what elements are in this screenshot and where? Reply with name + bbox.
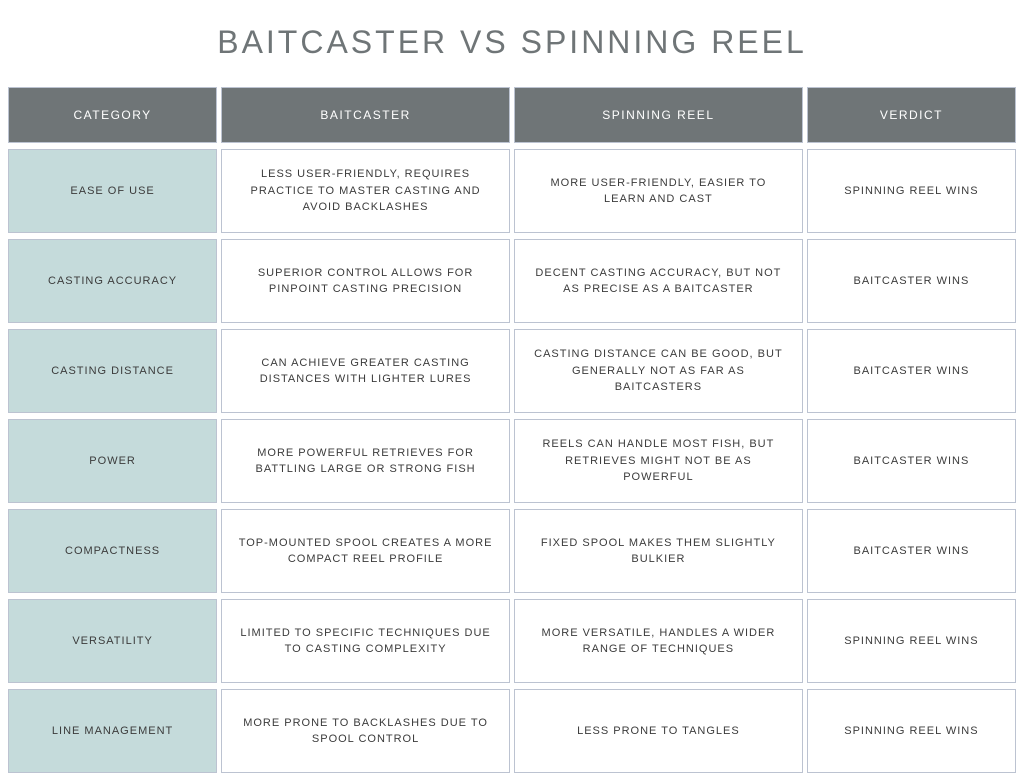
- verdict-cell: SPINNING REEL WINS: [807, 689, 1016, 773]
- col-header-spinning: SPINNING REEL: [514, 87, 803, 143]
- verdict-cell: BAITCASTER WINS: [807, 419, 1016, 503]
- category-cell: COMPACTNESS: [8, 509, 217, 593]
- table-row: CASTING DISTANCE CAN ACHIEVE GREATER CAS…: [8, 329, 1016, 413]
- col-header-baitcaster: BAITCASTER: [221, 87, 510, 143]
- spinning-cell: DECENT CASTING ACCURACY, BUT NOT AS PREC…: [514, 239, 803, 323]
- verdict-cell: SPINNING REEL WINS: [807, 149, 1016, 233]
- category-cell: EASE OF USE: [8, 149, 217, 233]
- table-row: LINE MANAGEMENT MORE PRONE TO BACKLASHES…: [8, 689, 1016, 773]
- table-row: VERSATILITY LIMITED TO SPECIFIC TECHNIQU…: [8, 599, 1016, 683]
- spinning-cell: LESS PRONE TO TANGLES: [514, 689, 803, 773]
- page-title: BAITCASTER VS SPINNING REEL: [0, 0, 1024, 81]
- table-row: COMPACTNESS TOP-MOUNTED SPOOL CREATES A …: [8, 509, 1016, 593]
- spinning-cell: FIXED SPOOL MAKES THEM SLIGHTLY BULKIER: [514, 509, 803, 593]
- table-row: EASE OF USE LESS USER-FRIENDLY, REQUIRES…: [8, 149, 1016, 233]
- category-cell: VERSATILITY: [8, 599, 217, 683]
- category-cell: LINE MANAGEMENT: [8, 689, 217, 773]
- table-header-row: CATEGORY BAITCASTER SPINNING REEL VERDIC…: [8, 87, 1016, 143]
- baitcaster-cell: LIMITED TO SPECIFIC TECHNIQUES DUE TO CA…: [221, 599, 510, 683]
- table-row: CASTING ACCURACY SUPERIOR CONTROL ALLOWS…: [8, 239, 1016, 323]
- verdict-cell: BAITCASTER WINS: [807, 329, 1016, 413]
- baitcaster-cell: MORE POWERFUL RETRIEVES FOR BATTLING LAR…: [221, 419, 510, 503]
- category-cell: POWER: [8, 419, 217, 503]
- spinning-cell: REELS CAN HANDLE MOST FISH, BUT RETRIEVE…: [514, 419, 803, 503]
- comparison-table: CATEGORY BAITCASTER SPINNING REEL VERDIC…: [0, 81, 1024, 779]
- col-header-verdict: VERDICT: [807, 87, 1016, 143]
- table-row: POWER MORE POWERFUL RETRIEVES FOR BATTLI…: [8, 419, 1016, 503]
- baitcaster-cell: CAN ACHIEVE GREATER CASTING DISTANCES WI…: [221, 329, 510, 413]
- spinning-cell: MORE VERSATILE, HANDLES A WIDER RANGE OF…: [514, 599, 803, 683]
- verdict-cell: BAITCASTER WINS: [807, 509, 1016, 593]
- baitcaster-cell: LESS USER-FRIENDLY, REQUIRES PRACTICE TO…: [221, 149, 510, 233]
- table-body: EASE OF USE LESS USER-FRIENDLY, REQUIRES…: [8, 149, 1016, 773]
- verdict-cell: BAITCASTER WINS: [807, 239, 1016, 323]
- verdict-cell: SPINNING REEL WINS: [807, 599, 1016, 683]
- baitcaster-cell: TOP-MOUNTED SPOOL CREATES A MORE COMPACT…: [221, 509, 510, 593]
- col-header-category: CATEGORY: [8, 87, 217, 143]
- category-cell: CASTING ACCURACY: [8, 239, 217, 323]
- category-cell: CASTING DISTANCE: [8, 329, 217, 413]
- baitcaster-cell: SUPERIOR CONTROL ALLOWS FOR PINPOINT CAS…: [221, 239, 510, 323]
- spinning-cell: CASTING DISTANCE CAN BE GOOD, BUT GENERA…: [514, 329, 803, 413]
- baitcaster-cell: MORE PRONE TO BACKLASHES DUE TO SPOOL CO…: [221, 689, 510, 773]
- spinning-cell: MORE USER-FRIENDLY, EASIER TO LEARN AND …: [514, 149, 803, 233]
